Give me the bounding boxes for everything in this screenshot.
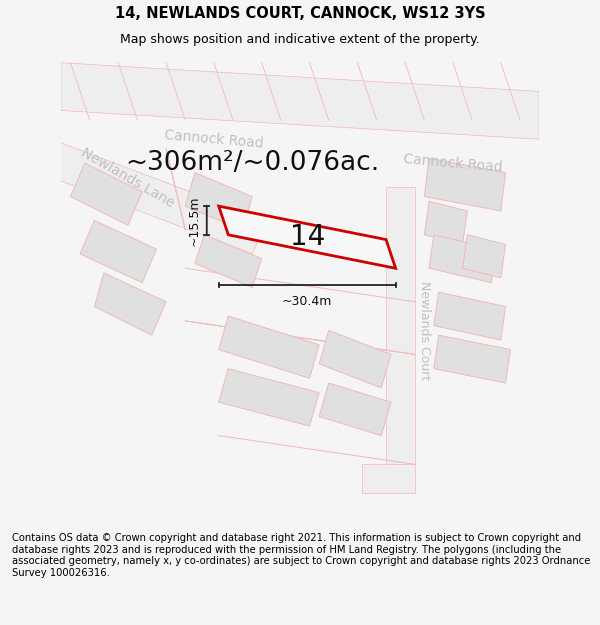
- Polygon shape: [94, 273, 166, 335]
- Polygon shape: [219, 369, 319, 426]
- Text: 14: 14: [290, 223, 325, 251]
- Polygon shape: [70, 163, 142, 225]
- Polygon shape: [319, 383, 391, 436]
- Text: Cannock Road: Cannock Road: [403, 152, 503, 174]
- Polygon shape: [219, 316, 319, 378]
- Text: 14, NEWLANDS COURT, CANNOCK, WS12 3YS: 14, NEWLANDS COURT, CANNOCK, WS12 3YS: [115, 6, 485, 21]
- Polygon shape: [434, 335, 511, 383]
- Polygon shape: [195, 235, 262, 288]
- Text: Newlands Court: Newlands Court: [418, 281, 431, 380]
- Polygon shape: [319, 331, 391, 388]
- Text: Newlands Lane: Newlands Lane: [79, 145, 177, 210]
- Polygon shape: [185, 173, 252, 230]
- Polygon shape: [80, 221, 157, 282]
- Polygon shape: [463, 235, 506, 278]
- Text: Cannock Road: Cannock Road: [164, 128, 264, 151]
- Polygon shape: [362, 464, 415, 493]
- Text: ~15.5m: ~15.5m: [188, 195, 201, 246]
- Polygon shape: [386, 187, 415, 464]
- Polygon shape: [219, 206, 395, 268]
- Text: Map shows position and indicative extent of the property.: Map shows position and indicative extent…: [120, 33, 480, 46]
- Polygon shape: [424, 158, 506, 211]
- Text: ~30.4m: ~30.4m: [282, 294, 332, 308]
- Polygon shape: [61, 62, 539, 139]
- Polygon shape: [424, 201, 467, 244]
- Polygon shape: [429, 235, 496, 282]
- Text: Contains OS data © Crown copyright and database right 2021. This information is : Contains OS data © Crown copyright and d…: [12, 533, 590, 578]
- Polygon shape: [52, 139, 266, 254]
- Text: ~306m²/~0.076ac.: ~306m²/~0.076ac.: [125, 150, 379, 176]
- Polygon shape: [434, 292, 506, 340]
